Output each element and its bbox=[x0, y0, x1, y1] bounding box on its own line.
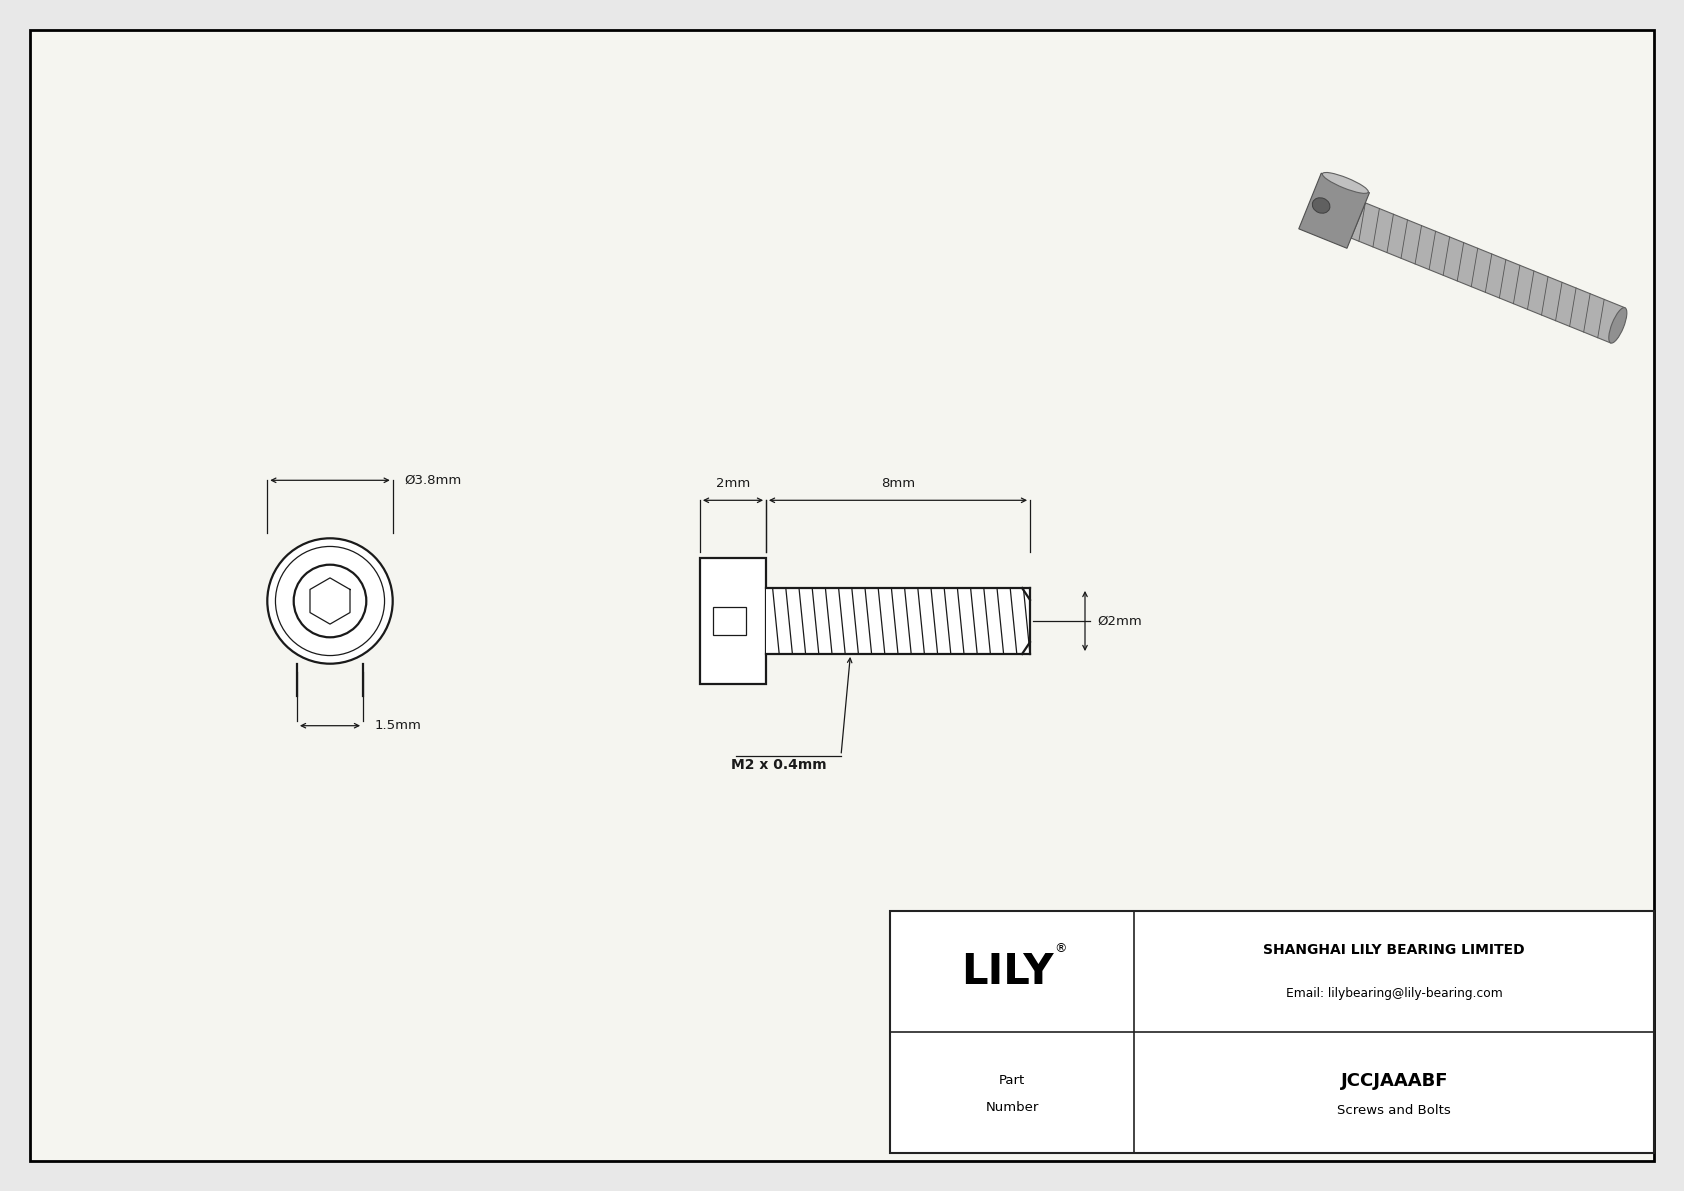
Circle shape bbox=[268, 538, 392, 663]
Text: Number: Number bbox=[985, 1100, 1039, 1114]
Text: Ø2mm: Ø2mm bbox=[1096, 615, 1142, 628]
Circle shape bbox=[293, 565, 367, 637]
Text: Screws and Bolts: Screws and Bolts bbox=[1337, 1104, 1452, 1117]
Text: 8mm: 8mm bbox=[881, 478, 914, 491]
Bar bbox=[891, 911, 1654, 1153]
Text: Part: Part bbox=[999, 1074, 1026, 1087]
Text: SHANGHAI LILY BEARING LIMITED: SHANGHAI LILY BEARING LIMITED bbox=[1263, 943, 1526, 956]
Bar bbox=[701, 559, 766, 684]
Text: LILY: LILY bbox=[962, 950, 1054, 992]
Text: ®: ® bbox=[1054, 942, 1066, 955]
Polygon shape bbox=[1351, 202, 1625, 343]
Text: Ø3.8mm: Ø3.8mm bbox=[404, 474, 461, 487]
Ellipse shape bbox=[1312, 198, 1330, 213]
Text: M2 x 0.4mm: M2 x 0.4mm bbox=[731, 757, 827, 772]
Ellipse shape bbox=[1322, 173, 1369, 193]
Bar bbox=[766, 588, 1031, 654]
Text: 1.5mm: 1.5mm bbox=[376, 719, 423, 732]
Text: JCCJAAABF: JCCJAAABF bbox=[1340, 1072, 1448, 1090]
Text: Email: lilybearing@lily-bearing.com: Email: lilybearing@lily-bearing.com bbox=[1287, 987, 1502, 999]
Bar bbox=[714, 607, 746, 635]
Text: 2mm: 2mm bbox=[716, 478, 749, 491]
Ellipse shape bbox=[1608, 307, 1627, 343]
Polygon shape bbox=[1298, 173, 1369, 248]
